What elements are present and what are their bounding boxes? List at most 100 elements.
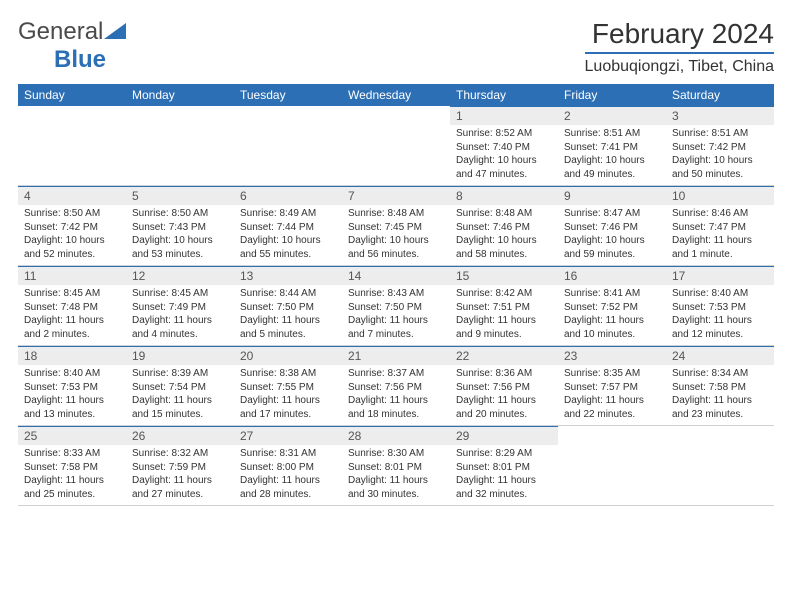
daylight-line: Daylight: 10 hours and 58 minutes. <box>456 234 552 261</box>
day-body: Sunrise: 8:49 AMSunset: 7:44 PMDaylight:… <box>234 205 342 265</box>
sunset-line: Sunset: 7:53 PM <box>672 301 768 315</box>
calendar-cell: 17Sunrise: 8:40 AMSunset: 7:53 PMDayligh… <box>666 266 774 346</box>
sunrise-line: Sunrise: 8:38 AM <box>240 367 336 381</box>
sunrise-line: Sunrise: 8:30 AM <box>348 447 444 461</box>
day-number: 26 <box>126 426 234 445</box>
daylight-line: Daylight: 10 hours and 49 minutes. <box>564 154 660 181</box>
day-body: Sunrise: 8:51 AMSunset: 7:42 PMDaylight:… <box>666 125 774 185</box>
sunrise-line: Sunrise: 8:42 AM <box>456 287 552 301</box>
sunrise-line: Sunrise: 8:48 AM <box>456 207 552 221</box>
sunset-line: Sunset: 7:51 PM <box>456 301 552 315</box>
calendar-cell: 27Sunrise: 8:31 AMSunset: 8:00 PMDayligh… <box>234 426 342 506</box>
day-number: 20 <box>234 346 342 365</box>
calendar-cell <box>666 426 774 506</box>
sunset-line: Sunset: 7:58 PM <box>24 461 120 475</box>
day-number: 1 <box>450 106 558 125</box>
daylight-line: Daylight: 11 hours and 20 minutes. <box>456 394 552 421</box>
sunrise-line: Sunrise: 8:31 AM <box>240 447 336 461</box>
weekday-header-row: SundayMondayTuesdayWednesdayThursdayFrid… <box>18 84 774 106</box>
calendar-cell: 8Sunrise: 8:48 AMSunset: 7:46 PMDaylight… <box>450 186 558 266</box>
weekday-header: Friday <box>558 84 666 106</box>
calendar-cell: 4Sunrise: 8:50 AMSunset: 7:42 PMDaylight… <box>18 186 126 266</box>
calendar-row: 1Sunrise: 8:52 AMSunset: 7:40 PMDaylight… <box>18 106 774 186</box>
calendar-cell: 9Sunrise: 8:47 AMSunset: 7:46 PMDaylight… <box>558 186 666 266</box>
day-number: 5 <box>126 186 234 205</box>
day-number: 9 <box>558 186 666 205</box>
day-body-empty <box>126 125 234 183</box>
calendar-cell: 24Sunrise: 8:34 AMSunset: 7:58 PMDayligh… <box>666 346 774 426</box>
day-number: 6 <box>234 186 342 205</box>
calendar-cell <box>126 106 234 186</box>
day-number: 14 <box>342 266 450 285</box>
sunset-line: Sunset: 7:45 PM <box>348 221 444 235</box>
sunrise-line: Sunrise: 8:39 AM <box>132 367 228 381</box>
sunset-line: Sunset: 7:43 PM <box>132 221 228 235</box>
day-number: 21 <box>342 346 450 365</box>
day-body: Sunrise: 8:30 AMSunset: 8:01 PMDaylight:… <box>342 445 450 505</box>
sunset-line: Sunset: 7:54 PM <box>132 381 228 395</box>
sunset-line: Sunset: 8:01 PM <box>456 461 552 475</box>
calendar-row: 18Sunrise: 8:40 AMSunset: 7:53 PMDayligh… <box>18 346 774 426</box>
day-number: 11 <box>18 266 126 285</box>
sunrise-line: Sunrise: 8:35 AM <box>564 367 660 381</box>
day-number: 4 <box>18 186 126 205</box>
calendar-cell: 18Sunrise: 8:40 AMSunset: 7:53 PMDayligh… <box>18 346 126 426</box>
day-body-empty <box>666 445 774 503</box>
sunrise-line: Sunrise: 8:40 AM <box>24 367 120 381</box>
calendar-cell: 3Sunrise: 8:51 AMSunset: 7:42 PMDaylight… <box>666 106 774 186</box>
day-number: 28 <box>342 426 450 445</box>
day-body: Sunrise: 8:39 AMSunset: 7:54 PMDaylight:… <box>126 365 234 425</box>
sunrise-line: Sunrise: 8:36 AM <box>456 367 552 381</box>
day-number: 3 <box>666 106 774 125</box>
sunset-line: Sunset: 7:53 PM <box>24 381 120 395</box>
calendar-cell: 7Sunrise: 8:48 AMSunset: 7:45 PMDaylight… <box>342 186 450 266</box>
day-body: Sunrise: 8:33 AMSunset: 7:58 PMDaylight:… <box>18 445 126 505</box>
calendar-row: 25Sunrise: 8:33 AMSunset: 7:58 PMDayligh… <box>18 426 774 506</box>
calendar-cell: 5Sunrise: 8:50 AMSunset: 7:43 PMDaylight… <box>126 186 234 266</box>
day-body: Sunrise: 8:31 AMSunset: 8:00 PMDaylight:… <box>234 445 342 505</box>
day-number: 16 <box>558 266 666 285</box>
logo-text: General Blue <box>18 18 126 74</box>
day-body: Sunrise: 8:45 AMSunset: 7:48 PMDaylight:… <box>18 285 126 345</box>
calendar-table: SundayMondayTuesdayWednesdayThursdayFrid… <box>18 84 774 506</box>
sunrise-line: Sunrise: 8:40 AM <box>672 287 768 301</box>
day-number: 17 <box>666 266 774 285</box>
weekday-header: Sunday <box>18 84 126 106</box>
calendar-cell: 20Sunrise: 8:38 AMSunset: 7:55 PMDayligh… <box>234 346 342 426</box>
weekday-header: Thursday <box>450 84 558 106</box>
daylight-line: Daylight: 11 hours and 17 minutes. <box>240 394 336 421</box>
calendar-cell: 10Sunrise: 8:46 AMSunset: 7:47 PMDayligh… <box>666 186 774 266</box>
sunset-line: Sunset: 7:40 PM <box>456 141 552 155</box>
sunrise-line: Sunrise: 8:48 AM <box>348 207 444 221</box>
sunrise-line: Sunrise: 8:41 AM <box>564 287 660 301</box>
day-number: 29 <box>450 426 558 445</box>
day-number: 7 <box>342 186 450 205</box>
daylight-line: Daylight: 11 hours and 13 minutes. <box>24 394 120 421</box>
header: General Blue February 2024 Luobuqiongzi,… <box>18 18 774 76</box>
daylight-line: Daylight: 11 hours and 4 minutes. <box>132 314 228 341</box>
calendar-cell: 2Sunrise: 8:51 AMSunset: 7:41 PMDaylight… <box>558 106 666 186</box>
sunset-line: Sunset: 7:56 PM <box>456 381 552 395</box>
calendar-cell: 19Sunrise: 8:39 AMSunset: 7:54 PMDayligh… <box>126 346 234 426</box>
daylight-line: Daylight: 10 hours and 59 minutes. <box>564 234 660 261</box>
calendar-cell <box>558 426 666 506</box>
sunrise-line: Sunrise: 8:43 AM <box>348 287 444 301</box>
sunset-line: Sunset: 7:55 PM <box>240 381 336 395</box>
logo: General Blue <box>18 18 126 74</box>
daylight-line: Daylight: 11 hours and 10 minutes. <box>564 314 660 341</box>
calendar-cell: 13Sunrise: 8:44 AMSunset: 7:50 PMDayligh… <box>234 266 342 346</box>
day-number-empty <box>558 426 666 445</box>
day-body: Sunrise: 8:52 AMSunset: 7:40 PMDaylight:… <box>450 125 558 185</box>
daylight-line: Daylight: 11 hours and 27 minutes. <box>132 474 228 501</box>
day-body: Sunrise: 8:38 AMSunset: 7:55 PMDaylight:… <box>234 365 342 425</box>
day-body: Sunrise: 8:32 AMSunset: 7:59 PMDaylight:… <box>126 445 234 505</box>
sunset-line: Sunset: 7:46 PM <box>564 221 660 235</box>
daylight-line: Daylight: 11 hours and 28 minutes. <box>240 474 336 501</box>
logo-word2: Blue <box>54 46 106 73</box>
day-number-empty <box>126 106 234 125</box>
calendar-cell: 15Sunrise: 8:42 AMSunset: 7:51 PMDayligh… <box>450 266 558 346</box>
day-number-empty <box>234 106 342 125</box>
sunrise-line: Sunrise: 8:33 AM <box>24 447 120 461</box>
sunset-line: Sunset: 7:59 PM <box>132 461 228 475</box>
day-number: 15 <box>450 266 558 285</box>
